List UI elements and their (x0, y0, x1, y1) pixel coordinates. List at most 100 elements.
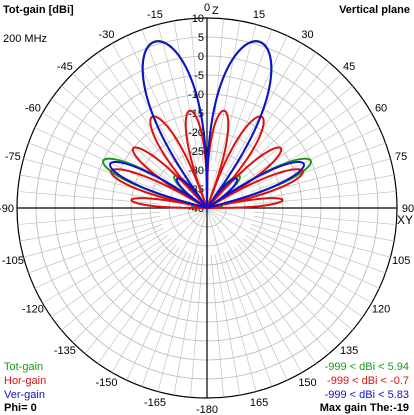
grid-spoke (253, 215, 395, 242)
angle-tick-label: 165 (250, 397, 268, 409)
grid-spoke (233, 52, 317, 170)
grid-spoke (61, 238, 171, 331)
angle-tick-label: -180 (196, 404, 218, 415)
radial-tick-label: 0 (198, 51, 204, 63)
grid-spoke (253, 174, 395, 201)
grid-spoke (245, 98, 363, 182)
grid-spoke (28, 142, 163, 193)
angle-tick-label: 135 (340, 345, 358, 357)
grid-spoke (190, 18, 204, 161)
grid-spoke (206, 207, 372, 304)
grid-spoke (222, 252, 273, 387)
grid-spoke (226, 250, 288, 381)
grid-spoke (251, 223, 386, 274)
angle-tick-label: 75 (395, 151, 407, 163)
chart-title: Tot-gain [dBi] (3, 4, 74, 16)
legend-ver-gain: Ver-gain (4, 389, 45, 401)
range-tot-gain: -999 < dBi < 5.94 (324, 361, 409, 373)
grid-spoke (206, 73, 342, 209)
angle-tick-label: 105 (392, 255, 410, 267)
grid-spoke (206, 207, 342, 343)
angle-tick-label: 150 (298, 377, 316, 389)
grid-spoke (111, 207, 208, 373)
angle-tick-label: -120 (22, 304, 44, 316)
z-axis-label: Z (212, 5, 219, 17)
grid-spoke (251, 142, 386, 193)
grid-spoke (243, 85, 353, 178)
grid-spoke (249, 227, 380, 289)
grid-spoke (141, 29, 192, 164)
range-ver-gain: -999 < dBi < 5.83 (324, 389, 409, 401)
radial-tick-label: -25 (188, 146, 204, 158)
grid-spoke (28, 223, 163, 274)
grid-spoke (84, 62, 177, 172)
angle-tick-label: -15 (147, 9, 163, 21)
grid-spoke (61, 85, 171, 178)
frequency-label: 200 MHz (3, 33, 48, 45)
grid-spoke (237, 62, 330, 172)
grid-spoke (17, 211, 160, 225)
angle-tick-label: 15 (253, 9, 265, 21)
grid-spoke (173, 254, 200, 396)
grid-spoke (97, 246, 181, 364)
grid-spoke (206, 24, 257, 209)
grid-spoke (206, 207, 391, 258)
grid-spoke (214, 20, 241, 162)
range-hor-gain: -999 < dBi < -0.7 (327, 375, 409, 387)
angle-tick-label: 60 (375, 103, 387, 115)
grid-spoke (34, 127, 165, 189)
grid-spoke (141, 252, 192, 387)
grid-spoke (23, 207, 208, 258)
grid-spoke (210, 255, 224, 398)
radial-tick-label: 5 (198, 32, 204, 44)
angle-tick-label: -165 (144, 397, 166, 409)
grid-spoke (19, 174, 161, 201)
grid-spoke (190, 255, 204, 398)
phi-label: Phi= 0 (4, 402, 37, 414)
grid-spoke (173, 20, 200, 162)
grid-spoke (243, 238, 353, 331)
grid-spoke (254, 211, 397, 225)
angle-tick-label: 45 (343, 61, 355, 73)
angle-tick-label: -90 (0, 203, 14, 215)
angle-tick-label: 0 (204, 2, 210, 14)
plane-label: Vertical plane (339, 4, 410, 16)
grid-spoke (214, 254, 241, 396)
grid-spoke (126, 35, 188, 166)
grid-spoke (51, 234, 169, 318)
grid-spoke (42, 207, 208, 304)
grid-spoke (233, 246, 317, 364)
angle-tick-label: 90 (402, 203, 414, 215)
grid-spoke (249, 127, 380, 189)
grid-spoke (206, 207, 257, 392)
grid-spoke (97, 52, 181, 170)
angle-tick-label: -105 (2, 255, 24, 267)
polar-grid (16, 17, 398, 399)
grid-spoke (245, 234, 363, 318)
grid-spoke (157, 207, 208, 392)
grid-spoke (206, 43, 303, 209)
angle-tick-label: 120 (372, 304, 390, 316)
grid-spoke (210, 18, 224, 161)
grid-spoke (72, 207, 208, 343)
legend-hor-gain: Hor-gain (4, 375, 47, 387)
grid-spoke (226, 35, 288, 166)
angle-tick-label: 30 (301, 29, 313, 41)
grid-spoke (237, 244, 330, 354)
grid-spoke (51, 98, 169, 182)
grid-spoke (19, 215, 161, 242)
angle-tick-label: -75 (5, 151, 21, 163)
angle-tick-label: -150 (95, 377, 117, 389)
max-gain-label: Max gain The:-19 (319, 402, 409, 414)
series-curves (102, 39, 312, 209)
grid-spoke (222, 29, 273, 164)
grid-spoke (157, 24, 208, 209)
grid-spoke (206, 207, 303, 373)
grid-spoke (111, 43, 208, 209)
radial-tick-label: -5 (194, 70, 204, 82)
grid-spoke (84, 244, 177, 354)
angle-tick-label: -30 (99, 29, 115, 41)
series-ver-gain-curve (108, 40, 306, 209)
angle-tick-label: -60 (25, 103, 41, 115)
